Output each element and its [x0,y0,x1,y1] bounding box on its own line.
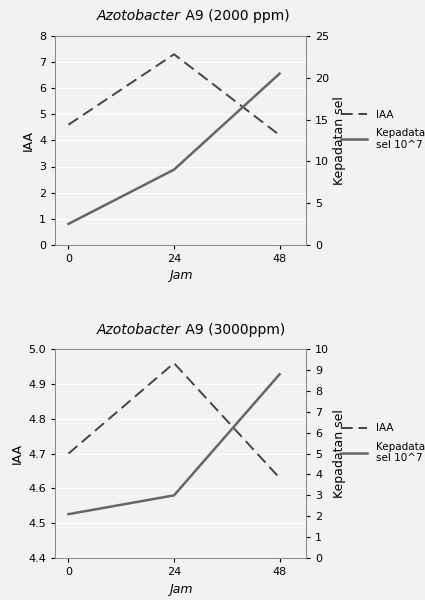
Text: Azotobacter: Azotobacter [97,323,181,337]
Text: A9 (3000ppm): A9 (3000ppm) [181,323,285,337]
Y-axis label: Kepadatan sel: Kepadatan sel [333,96,346,185]
Y-axis label: IAA: IAA [22,130,35,151]
Y-axis label: Kepadatan sel: Kepadatan sel [333,409,346,498]
Y-axis label: IAA: IAA [11,443,24,464]
X-axis label: Jam: Jam [169,583,193,596]
Legend: IAA, Kepadatan
sel 10^7: IAA, Kepadatan sel 10^7 [341,110,425,150]
Text: A9 (2000 ppm): A9 (2000 ppm) [181,10,289,23]
Legend: IAA, Kepadatan
sel 10^7: IAA, Kepadatan sel 10^7 [341,423,425,463]
X-axis label: Jam: Jam [169,269,193,283]
Text: Azotobacter: Azotobacter [97,10,181,23]
